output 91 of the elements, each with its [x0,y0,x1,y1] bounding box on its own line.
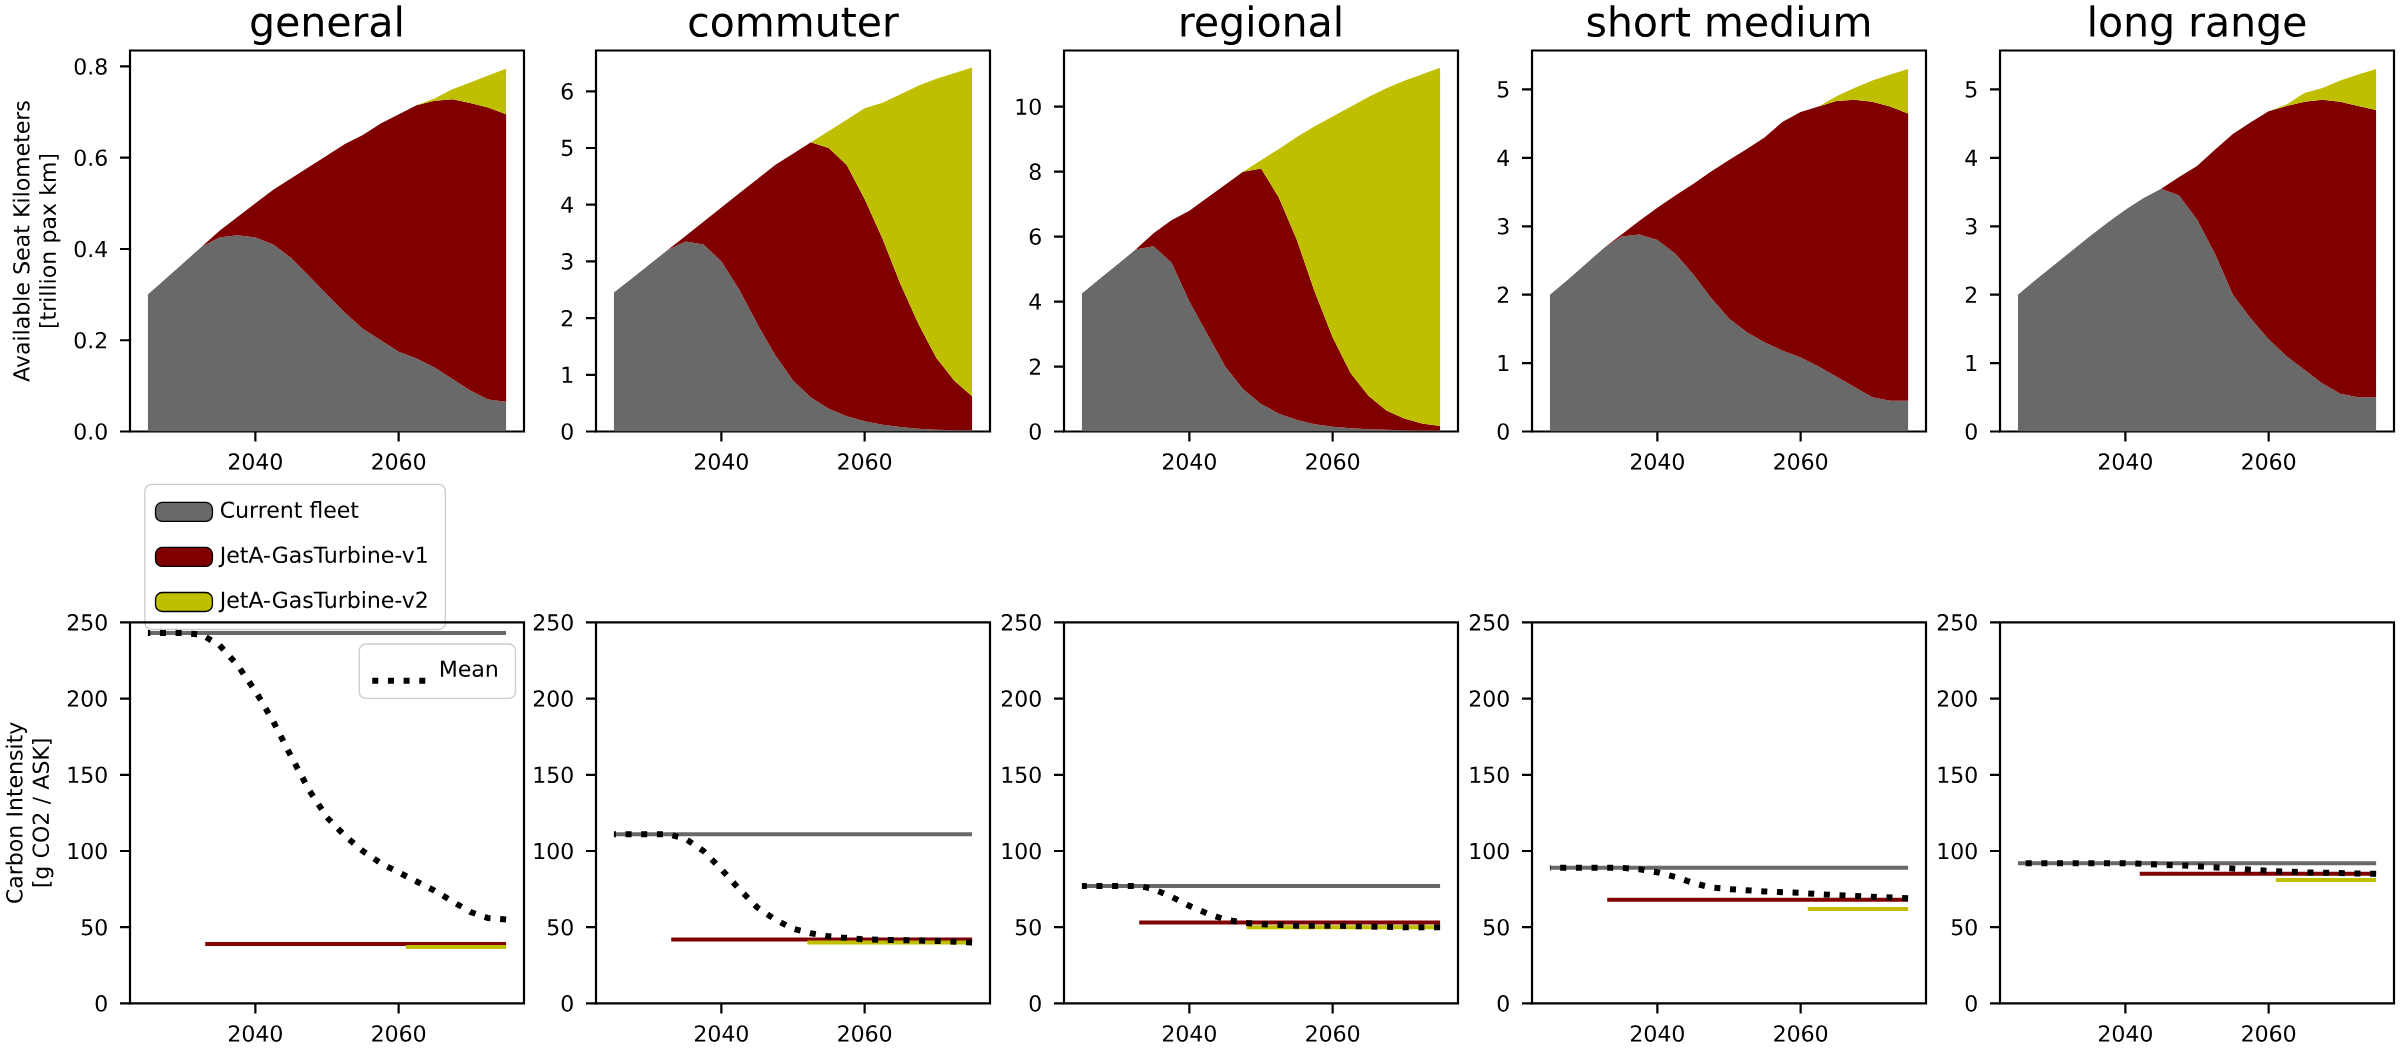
x-tick-label: 2060 [838,453,892,470]
y-tick-label: 150 [1470,766,1509,784]
y-axis-title: Carbon Intensity [g CO2 / ASK] [5,722,54,903]
chart-title: general [251,5,402,46]
y-tick-label: 5 [1965,81,1977,98]
y-tick-label: 10 [1016,98,1041,116]
y-tick-label: 100 [534,842,573,860]
y-tick-label: 50 [81,918,107,936]
y-tick-label: 4 [1497,149,1509,166]
y-tick-label: 100 [1938,842,1977,860]
y-tick-label: 0 [1497,423,1509,440]
y-tick-label: 150 [534,766,573,784]
legend-label: JetA-GasTurbine-v1 [218,546,427,568]
x-tick-label: 2060 [838,1025,892,1042]
x-tick-label: 2040 [228,1025,282,1042]
y-tick-label: 3 [1965,217,1977,235]
y-tick-label: 0 [1965,423,1977,440]
chart-title: short medium [1587,5,1869,38]
chart-title: commuter [689,7,899,38]
y-tick-label: 0.4 [74,240,107,258]
y-tick-label: 200 [1937,690,1977,707]
x-tick-label: 2060 [372,1025,426,1042]
y-tick-label: 0.8 [74,58,107,75]
chart-title: long range [2090,5,2306,46]
y-tick-label: 0.6 [74,149,107,167]
x-tick-label: 2040 [1163,453,1216,470]
y-tick-label: 0 [561,423,573,440]
y-tick-label: 200 [67,690,107,707]
y-tick-label: 0.0 [74,423,107,440]
x-tick-label: 2040 [1163,1025,1216,1042]
y-tick-label: 0.2 [74,331,107,349]
legend-label: Current fleet [221,501,359,519]
y-tick-label: 50 [1951,918,1977,936]
y-tick-label: 5 [561,139,573,157]
y-tick-label: 6 [1029,228,1041,245]
y-tick-label: 100 [1470,842,1509,860]
y-tick-label: 200 [1001,690,1041,707]
y-tick-label: 150 [68,766,107,784]
y-tick-label: 2 [1029,358,1041,375]
y-tick-label: 0 [561,995,573,1012]
x-tick-label: 2040 [1631,1025,1684,1042]
legend-label: Mean [440,660,497,678]
y-tick-label: 200 [533,690,573,707]
y-tick-label: 250 [1469,614,1509,631]
x-tick-label: 2040 [695,1025,748,1042]
y-tick-label: 3 [1497,217,1509,235]
x-tick-label: 2060 [1306,1025,1360,1042]
y-tick-label: 250 [1937,614,1977,631]
y-tick-label: 0 [1497,995,1509,1012]
y-tick-label: 150 [1002,766,1041,784]
y-tick-label: 250 [533,614,573,631]
y-tick-label: 50 [1483,918,1509,936]
y-tick-label: 2 [561,309,573,327]
y-tick-label: 0 [95,995,107,1012]
y-tick-label: 0 [1029,423,1041,440]
y-tick-label: 50 [547,918,573,936]
y-tick-label: 0 [1029,995,1041,1012]
y-tick-label: 0 [1965,995,1977,1012]
x-tick-label: 2040 [695,453,748,470]
y-tick-label: 100 [68,842,107,860]
y-tick-label: 2 [1965,286,1977,303]
y-tick-label: 1 [562,366,573,383]
x-tick-label: 2040 [2099,1025,2152,1042]
y-tick-label: 6 [561,83,573,100]
y-tick-label: 150 [1938,766,1977,784]
y-tick-label: 250 [67,614,107,631]
y-tick-label: 8 [1029,163,1041,180]
y-tick-label: 200 [1469,690,1509,707]
x-tick-label: 2060 [2242,453,2296,470]
y-tick-label: 50 [1015,918,1041,936]
y-tick-label: 3 [561,253,573,270]
x-tick-label: 2060 [1306,453,1360,470]
x-tick-label: 2040 [1631,453,1684,470]
y-tick-label: 4 [561,196,573,213]
y-tick-label: 1 [1966,355,1977,372]
y-tick-label: 2 [1497,286,1509,303]
y-tick-label: 250 [1001,614,1041,631]
x-tick-label: 2060 [1774,453,1828,470]
y-tick-label: 5 [1497,81,1509,98]
x-tick-label: 2040 [228,453,282,470]
x-tick-label: 2040 [2099,453,2152,470]
y-tick-label: 4 [1965,149,1977,166]
chart-title: regional [1181,5,1341,46]
x-tick-label: 2060 [372,453,426,470]
legend-label: JetA-GasTurbine-v2 [218,591,427,613]
x-tick-label: 2060 [2242,1025,2296,1042]
x-tick-label: 2060 [1774,1025,1828,1042]
y-axis-title: Available Seat Kilometers [trillion pax km] [12,101,61,382]
y-tick-label: 100 [1002,842,1041,860]
y-tick-label: 1 [1498,355,1509,372]
y-tick-label: 4 [1029,293,1041,310]
